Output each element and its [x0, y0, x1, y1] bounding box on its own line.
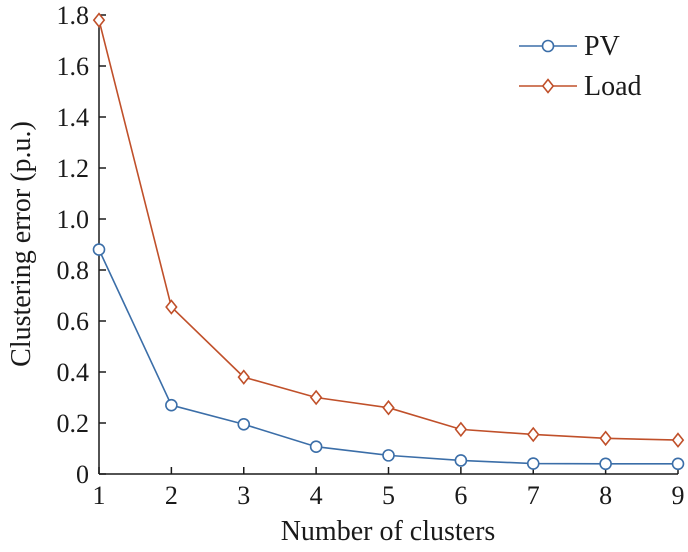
- legend-label: Load: [584, 71, 642, 102]
- data-point-load: [454, 421, 468, 438]
- data-point-pv: [526, 457, 540, 470]
- series-pv: [92, 243, 685, 471]
- legend-marker: [541, 39, 555, 53]
- y-tick-label: 1.6: [57, 52, 90, 81]
- y-tick-label: 0.4: [57, 358, 90, 387]
- data-point-pv: [309, 440, 323, 454]
- x-tick-label: 4: [310, 481, 323, 510]
- data-point-pv: [599, 457, 612, 471]
- y-tick-label: 1.8: [57, 1, 90, 30]
- x-tick-label: 3: [237, 481, 250, 510]
- x-tick-label: 8: [599, 481, 612, 510]
- data-point-load: [237, 369, 250, 385]
- y-tick-label: 1.0: [57, 205, 90, 234]
- x-tick-label: 2: [165, 481, 178, 510]
- data-point-pv: [237, 417, 251, 431]
- legend-label: PV: [584, 31, 620, 62]
- data-point-load: [309, 389, 323, 406]
- legend-marker: [541, 78, 555, 94]
- series-line-pv: [98, 249, 678, 465]
- x-tick-label: 6: [454, 481, 467, 510]
- series-layer: [92, 12, 685, 471]
- y-tick-label: 0.2: [57, 409, 90, 438]
- x-ticks: 1 2 3 4 5 6 7 8 9: [93, 467, 685, 510]
- legend-item-load: Load: [519, 71, 642, 102]
- y-ticks: 0 0.2 0.4 0.6 0.8 1.0 1.2 1.4 1.6 1.8: [57, 1, 106, 489]
- x-tick-label: 5: [382, 481, 395, 510]
- data-point-pv: [165, 398, 178, 412]
- data-point-load: [92, 12, 106, 28]
- x-axis-title: Number of clusters: [281, 516, 496, 547]
- data-point-pv: [671, 457, 685, 471]
- y-tick-label: 1.4: [57, 103, 90, 132]
- x-tick-label: 7: [527, 481, 540, 510]
- legend: PV Load: [519, 31, 642, 102]
- data-point-pv: [382, 449, 395, 462]
- data-point-pv: [92, 243, 106, 256]
- legend-item-pv: PV: [519, 31, 620, 62]
- data-point-load: [599, 430, 612, 447]
- data-point-pv: [454, 454, 468, 467]
- data-point-load: [165, 299, 178, 315]
- x-tick-label: 9: [672, 481, 685, 510]
- y-tick-label: 1.2: [57, 154, 90, 183]
- y-axis-title: Clustering error (p.u.): [6, 121, 37, 367]
- data-point-load: [382, 399, 395, 416]
- series-load: [92, 12, 685, 448]
- y-tick-label: 0: [76, 460, 89, 489]
- y-tick-label: 0.8: [57, 256, 90, 285]
- y-tick-label: 0.6: [57, 307, 90, 336]
- x-tick-label: 1: [93, 481, 106, 510]
- data-point-load: [527, 426, 540, 443]
- data-point-load: [671, 432, 685, 448]
